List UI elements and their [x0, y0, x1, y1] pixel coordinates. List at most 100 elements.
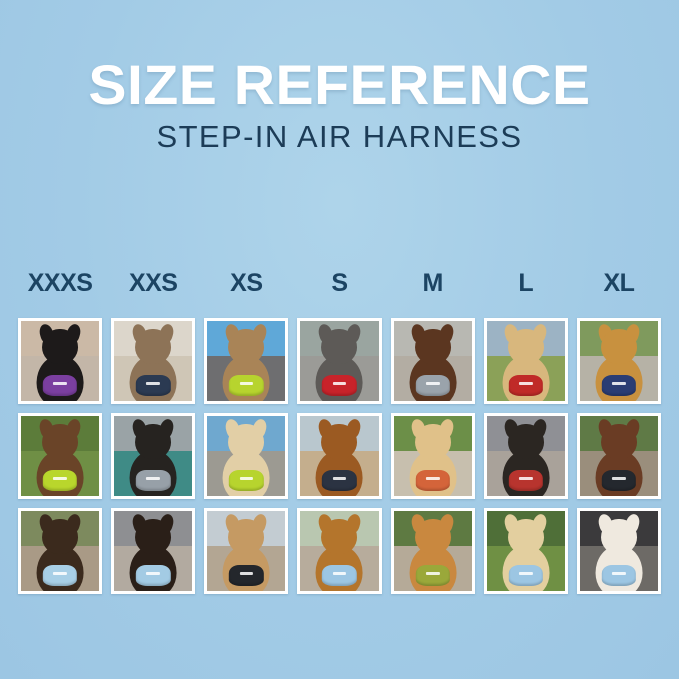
photo-cell [297, 413, 382, 499]
step-in-air-harness [136, 470, 171, 492]
pet-head [321, 424, 358, 460]
photo-cell [483, 318, 568, 404]
size-label-xxxs: XXXS [27, 269, 93, 297]
page-subtitle: STEP-IN AIR HARNESS [156, 119, 523, 154]
harness-logo-tag [518, 477, 533, 480]
dog-photo [21, 416, 100, 496]
pet-head [228, 329, 265, 365]
photo-cell [576, 413, 661, 499]
dog-photo [300, 321, 379, 401]
pet-head [600, 329, 637, 365]
harness-logo-tag [612, 477, 626, 480]
photo-cell [483, 508, 568, 594]
size-label-xxs: XXS [128, 269, 178, 297]
dog-photo [207, 416, 286, 496]
dog-photo [300, 416, 379, 496]
pet-head [135, 519, 172, 555]
pet-head [414, 519, 451, 555]
size-label-m: M [422, 269, 443, 297]
harness-logo-tag [332, 477, 347, 480]
dog-photo [579, 416, 658, 496]
harness-logo-tag [239, 382, 254, 385]
pet-head [135, 424, 172, 460]
size-label-s: S [331, 269, 348, 297]
harness-logo-tag [425, 382, 440, 385]
dog-photo [114, 511, 193, 591]
harness-logo-tag [239, 572, 254, 575]
step-in-air-harness [42, 470, 78, 492]
step-in-air-harness [601, 375, 637, 397]
dog-photo [207, 321, 286, 401]
size-label-xs: XS [230, 269, 263, 297]
step-in-air-harness [322, 375, 357, 397]
size-label-xl: XL [603, 269, 635, 297]
step-in-air-harness [601, 565, 637, 587]
step-in-air-harness [415, 470, 450, 492]
photo-cell [111, 318, 196, 404]
dog-photo [207, 511, 286, 591]
photo-cell [297, 508, 382, 594]
harness-logo-tag [612, 572, 626, 575]
dog-photo [114, 321, 193, 401]
pet-head [135, 329, 172, 365]
step-in-air-harness [136, 375, 171, 397]
harness-logo-tag [332, 382, 347, 385]
dog-photo [486, 416, 565, 496]
photo-cell [390, 318, 475, 404]
dog-photo [579, 321, 658, 401]
dog-photo [393, 321, 472, 401]
photo-cell [576, 318, 661, 404]
pet-head [600, 424, 637, 460]
pet-head [600, 519, 637, 555]
harness-logo-tag [53, 382, 67, 385]
step-in-air-harness [229, 375, 264, 397]
pet-head [414, 424, 451, 460]
photo-cell [204, 318, 289, 404]
step-in-air-harness [229, 565, 264, 587]
pet-head [321, 519, 358, 555]
step-in-air-harness [229, 470, 264, 492]
dog-photo [21, 511, 100, 591]
step-in-air-harness [601, 470, 637, 492]
photo-cell [297, 318, 382, 404]
pet-head [414, 329, 451, 365]
size-label-row: XXXS XXS XS S M L XL [18, 268, 661, 298]
dog-photo [579, 511, 658, 591]
step-in-air-harness [322, 470, 357, 492]
photo-cell [483, 413, 568, 499]
pet-head [507, 519, 544, 555]
step-in-air-harness [415, 565, 450, 587]
pet-head [507, 329, 544, 365]
harness-logo-tag [612, 382, 626, 385]
step-in-air-harness [42, 565, 78, 587]
pet-head [42, 424, 79, 460]
harness-logo-tag [425, 477, 440, 480]
step-in-air-harness [508, 375, 543, 397]
photo-cell [111, 413, 196, 499]
dog-photo [393, 416, 472, 496]
step-in-air-harness [508, 470, 543, 492]
photo-cell [576, 508, 661, 594]
harness-logo-tag [146, 477, 161, 480]
harness-logo-tag [146, 572, 161, 575]
pet-head [228, 519, 265, 555]
photo-cell [390, 413, 475, 499]
dog-photo [300, 511, 379, 591]
dog-photo [486, 511, 565, 591]
step-in-air-harness [508, 565, 543, 587]
harness-logo-tag [53, 477, 67, 480]
pet-head [42, 519, 79, 555]
pet-head [42, 329, 79, 365]
pet-head [321, 329, 358, 365]
pet-head [228, 424, 265, 460]
photo-cell [18, 508, 103, 594]
step-in-air-harness [322, 565, 357, 587]
step-in-air-harness [42, 375, 78, 397]
photo-cell [18, 413, 103, 499]
photo-cell [204, 413, 289, 499]
photo-grid [18, 318, 661, 594]
harness-logo-tag [239, 477, 254, 480]
photo-cell [18, 318, 103, 404]
photo-cell [204, 508, 289, 594]
